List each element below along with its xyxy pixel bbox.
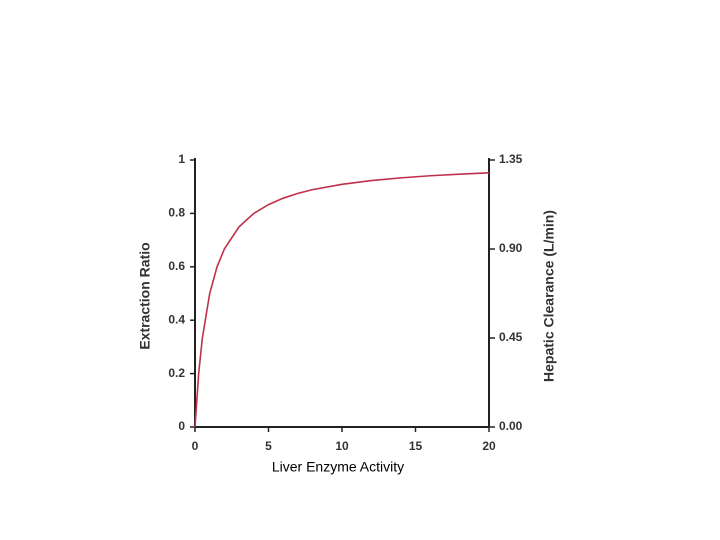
x-tick-label: 10: [335, 439, 349, 453]
y-tick-label: 0: [178, 419, 185, 433]
x-tick-label: 15: [409, 439, 423, 453]
y2-axis-title: Hepatic Clearance (L/min): [541, 210, 557, 382]
y2-tick-label: 0.00: [499, 419, 523, 433]
y-tick-label: 0.2: [168, 366, 185, 380]
y2-tick-label: 0.90: [499, 241, 523, 255]
y-tick-label: 0.6: [168, 259, 185, 273]
data-line: [194, 172, 490, 428]
y-axis-title: Extraction Ratio: [137, 242, 153, 349]
x-tick-label: 5: [265, 439, 272, 453]
x-tick-label: 20: [482, 439, 496, 453]
y-tick-label: 0.8: [168, 206, 185, 220]
y2-tick-label: 0.45: [499, 330, 523, 344]
y2-tick-label: 1.35: [499, 152, 523, 166]
y-tick-label: 0.4: [168, 312, 185, 326]
x-tick-label: 0: [192, 439, 199, 453]
x-axis-title: Liver Enzyme Activity: [272, 459, 404, 475]
y-tick-label: 1: [178, 152, 185, 166]
